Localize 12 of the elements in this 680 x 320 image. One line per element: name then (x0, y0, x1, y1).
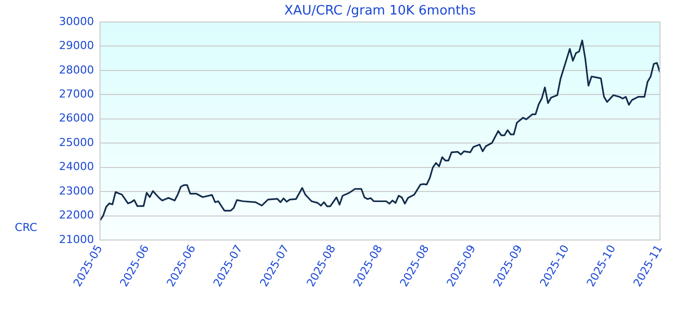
y-tick-label: 30000 (59, 14, 94, 28)
y-tick-label: 24000 (59, 160, 94, 174)
y-tick-label: 28000 (59, 63, 94, 76)
y-tick-label: 23000 (59, 184, 94, 198)
chart-title: XAU/CRC /gram 10K 6months (284, 3, 476, 18)
y-tick-label: 27000 (59, 88, 94, 101)
y-tick-label: 22000 (59, 208, 94, 222)
y-axis-title: CRC (14, 220, 38, 234)
y-tick-label: 25000 (59, 136, 94, 149)
y-tick-label: 21000 (59, 232, 94, 246)
y-tick-label: 26000 (59, 112, 94, 125)
y-tick-label: 29000 (59, 39, 94, 52)
